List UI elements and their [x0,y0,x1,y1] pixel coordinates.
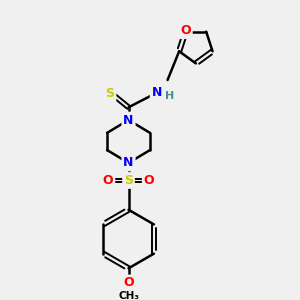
Text: S: S [124,174,133,187]
Text: S: S [106,87,115,100]
Text: N: N [123,113,134,127]
Text: O: O [123,276,134,290]
Text: H: H [165,91,174,100]
Text: O: O [144,174,154,187]
Text: N: N [123,156,134,170]
Text: O: O [180,24,191,37]
Text: N: N [152,86,162,99]
Text: O: O [103,174,113,187]
Text: CH₃: CH₃ [118,291,139,300]
